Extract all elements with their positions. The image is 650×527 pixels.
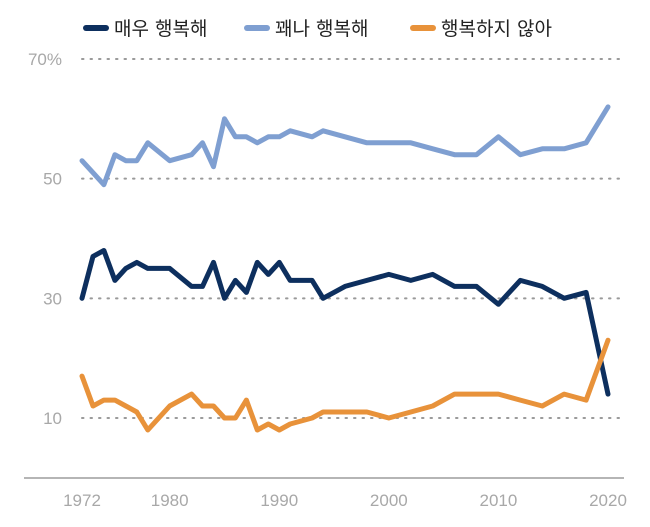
legend-label-not-happy: 행복하지 않아 (441, 18, 552, 40)
x-tick-label-1990: 1990 (260, 491, 298, 510)
series-group (79, 104, 611, 433)
legend-label-very-happy: 매우 행복해 (114, 18, 207, 40)
x-tick-label-1980: 1980 (151, 491, 189, 510)
y-tick-label-30: 30 (43, 289, 62, 308)
x-tick-label-2000: 2000 (370, 491, 408, 510)
legend-item-not-happy: 행복하지 않아 (410, 18, 552, 40)
y-axis: 10 30 50 70% (28, 50, 623, 428)
y-tick-label-70: 70% (28, 50, 62, 69)
x-tick-label-2020: 2020 (589, 491, 627, 510)
legend-label-pretty-happy: 꽤나 행복해 (275, 18, 368, 40)
x-tick-label-2010: 2010 (480, 491, 518, 510)
series-line-pretty-happy (79, 104, 611, 188)
x-axis: 1972 1980 1990 2000 2010 2020 (24, 477, 627, 510)
x-tick-label-1972: 1972 (63, 491, 101, 510)
series-line-very-happy (79, 248, 611, 397)
legend-item-very-happy: 매우 행복해 (83, 18, 207, 40)
legend: 매우 행복해 꽤나 행복해 행복하지 않아 (83, 18, 552, 40)
series-line-not-happy (79, 337, 611, 433)
y-tick-label-10: 10 (43, 409, 62, 428)
legend-item-pretty-happy: 꽤나 행복해 (244, 18, 368, 40)
y-tick-label-50: 50 (43, 170, 62, 189)
